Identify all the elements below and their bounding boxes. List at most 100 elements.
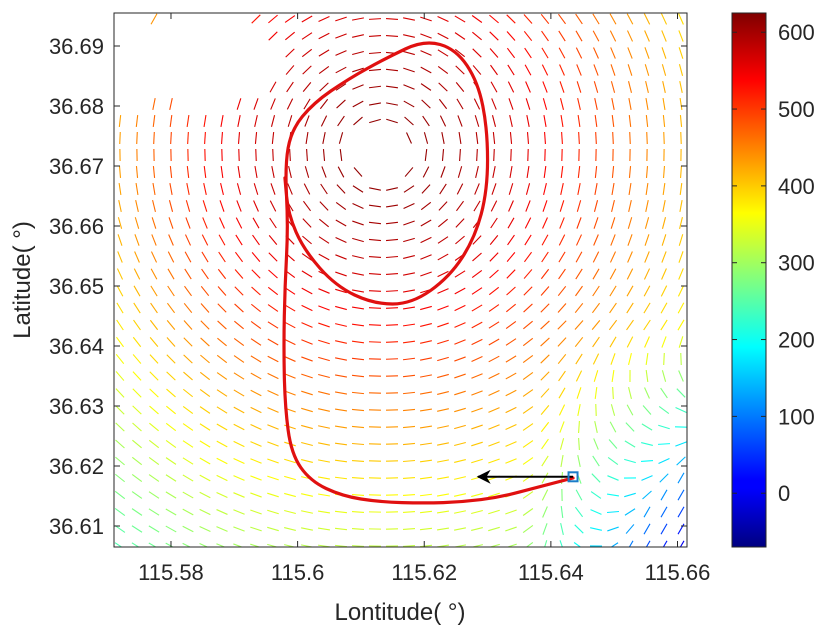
field-vector [216,543,226,547]
field-vector [334,527,348,531]
field-vector [337,115,345,127]
field-vector [505,526,517,532]
field-vector [267,475,279,481]
field-vector [152,165,156,179]
field-vector [594,386,598,400]
field-vector [577,455,581,467]
field-vector [454,322,466,328]
field-vector [302,200,312,212]
field-vector [437,391,449,395]
field-vector [473,200,481,212]
field-vector [267,441,279,447]
field-vector [457,166,463,178]
field-vector [337,166,345,178]
field-vector [182,440,194,448]
field-vector [680,352,682,366]
field-vector [218,251,226,263]
field-vector [385,85,399,89]
plot-area [113,12,688,548]
field-vector [523,269,533,279]
field-vector [165,457,177,465]
field-vector [199,423,211,431]
field-vector [419,544,433,547]
field-vector [593,47,599,59]
field-vector [131,491,143,499]
field-vector [524,234,532,246]
field-vector [288,166,292,178]
field-vector [301,304,313,312]
field-vector [678,64,684,76]
field-vector [606,510,620,514]
field-vector [645,200,649,212]
field-vector [168,217,174,229]
field-vector [250,303,262,313]
field-vector [419,408,433,412]
field-vector [251,269,261,279]
field-vector [217,303,227,313]
field-vector [420,16,432,22]
field-vector [544,131,546,145]
field-vector [352,220,364,226]
field-vector [184,251,192,263]
field-vector [216,389,228,397]
field-vector [403,237,415,243]
field-vector [522,474,534,482]
field-vector [302,65,312,75]
field-vector [507,81,515,93]
field-vector [169,182,173,196]
field-vector [170,131,172,145]
field-vector [607,475,619,481]
field-vector [489,234,499,246]
field-vector [574,320,584,330]
field-vector [270,115,276,127]
field-vector [250,372,262,380]
field-vector [454,270,466,278]
field-vector [233,475,245,481]
field-vector [641,423,653,431]
field-vector [474,183,480,195]
field-vector [403,17,415,21]
field-vector [488,390,500,396]
field-vector [183,320,193,330]
field-vector [628,540,634,547]
field-vector [234,303,244,313]
field-vector [627,217,633,229]
field-vector [386,102,398,106]
field-vector [385,18,399,20]
field-vector [184,268,192,280]
field-vector [167,268,175,280]
field-vector [335,323,347,327]
field-vector [609,285,617,297]
field-vector [609,268,617,280]
field-vector [678,30,684,42]
field-vector [441,148,445,162]
field-vector [321,166,327,178]
field-vector [522,389,534,397]
field-vector [117,234,123,246]
field-vector [522,440,534,448]
field-vector [677,472,685,484]
colorbar-tick-label: 0 [778,481,790,506]
field-vector [200,354,210,364]
field-vector [318,16,330,22]
field-vector [593,438,599,450]
field-vector [574,506,584,518]
field-vector [301,459,313,463]
field-vector [216,526,228,532]
field-vector [471,321,483,329]
field-vector [439,183,447,195]
field-vector [471,15,483,23]
field-vector [508,200,514,212]
field-vector [626,13,634,25]
field-vector [420,66,432,74]
field-vector [627,234,633,246]
field-vector [627,81,633,93]
field-vector [148,525,160,533]
field-vector [590,491,602,499]
plot-background [114,13,687,547]
field-vector [117,251,123,263]
field-vector [304,166,310,178]
field-vector [590,509,602,515]
field-vector [402,289,416,293]
field-vector [644,217,650,229]
